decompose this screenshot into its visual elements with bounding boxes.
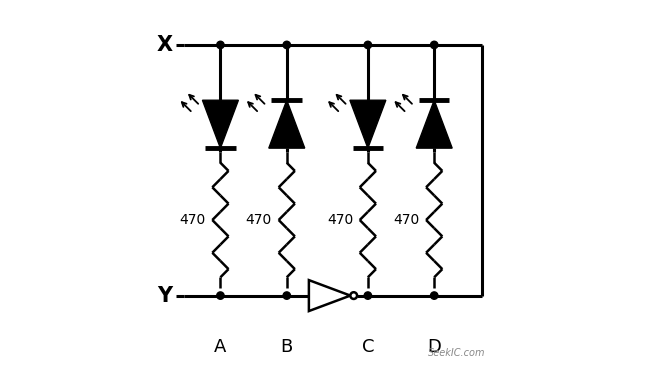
Text: C: C xyxy=(361,338,374,356)
Text: D: D xyxy=(427,338,441,356)
Text: 470: 470 xyxy=(246,213,272,227)
Text: B: B xyxy=(281,338,293,356)
Circle shape xyxy=(216,41,224,48)
Circle shape xyxy=(283,292,291,299)
Polygon shape xyxy=(203,100,238,148)
Circle shape xyxy=(216,292,224,299)
Text: Y: Y xyxy=(158,286,173,306)
Polygon shape xyxy=(350,100,386,148)
Circle shape xyxy=(283,41,291,48)
Circle shape xyxy=(364,292,371,299)
Text: 470: 470 xyxy=(393,213,420,227)
Text: A: A xyxy=(214,338,226,356)
Text: SeekIC.com: SeekIC.com xyxy=(428,348,486,358)
Polygon shape xyxy=(269,100,305,148)
Text: 470: 470 xyxy=(327,213,353,227)
Circle shape xyxy=(430,292,438,299)
Circle shape xyxy=(364,41,371,48)
Text: X: X xyxy=(156,35,173,55)
Circle shape xyxy=(430,41,438,48)
Text: 470: 470 xyxy=(179,213,206,227)
Polygon shape xyxy=(416,100,452,148)
